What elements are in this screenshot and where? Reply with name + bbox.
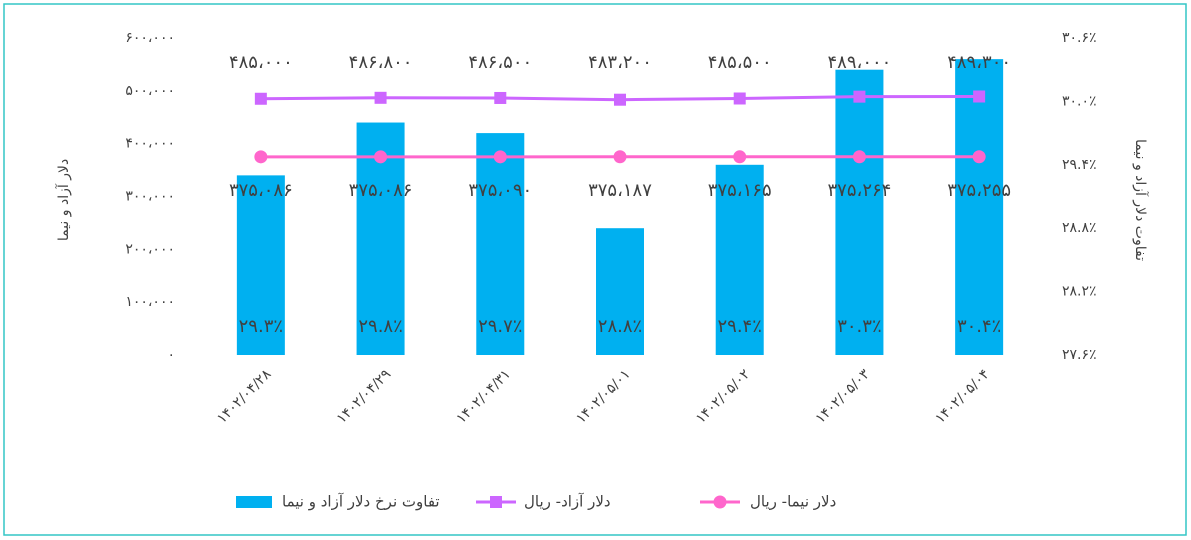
bar-value-label: ۲۹.۴٪	[718, 316, 762, 337]
y-tick-label: ۶۰۰،۰۰۰	[125, 30, 175, 46]
y-tick-label: ۱۰۰،۰۰۰	[125, 294, 175, 310]
y-tick-label: ۲۰۰،۰۰۰	[125, 241, 175, 257]
y-axis-title: دلار آزاد و نیما	[55, 159, 72, 241]
marker	[254, 92, 267, 105]
y2-tick-label: ۳۰.۰٪	[1062, 93, 1097, 109]
bar-value-label: ۲۹.۷٪	[478, 316, 522, 337]
legend-swatch	[490, 496, 502, 508]
y2-tick-label: ۲۸.۲٪	[1062, 284, 1097, 300]
y-tick-label: ۵۰۰،۰۰۰	[125, 83, 175, 99]
line-value-label: ۴۸۶،۵۰۰	[468, 52, 532, 73]
bar-value-label: ۲۹.۳٪	[239, 316, 283, 337]
marker	[614, 93, 626, 106]
legend-label: تفاوت نرخ دلار آزاد و نیما	[282, 493, 440, 511]
line-value-label: ۳۷۵،۰۸۶	[349, 180, 413, 201]
bar-value-label: ۳۰.۳٪	[837, 316, 881, 337]
bar	[596, 228, 644, 355]
line-value-label: ۴۸۹،۰۰۰	[828, 52, 892, 73]
y2-tick-label: ۲۸.۸٪	[1062, 220, 1097, 236]
chart-border	[3, 3, 1187, 536]
bar	[835, 69, 884, 355]
y2-tick-label: ۳۰.۶٪	[1062, 30, 1097, 46]
bar	[476, 133, 525, 355]
line-value-label: ۳۷۵،۰۹۰	[468, 180, 532, 201]
marker	[733, 92, 746, 105]
marker	[254, 150, 268, 164]
bar	[236, 175, 285, 355]
marker	[853, 90, 866, 103]
line-value-label: ۴۸۵،۵۰۰	[708, 52, 772, 73]
marker	[973, 90, 986, 103]
marker	[852, 150, 866, 164]
line-value-label: ۳۷۵،۱۸۷	[588, 180, 652, 201]
marker	[733, 150, 747, 164]
marker	[613, 150, 627, 164]
y-tick-label: ۰	[167, 347, 175, 363]
bar-value-label: ۳۰.۴٪	[957, 316, 1001, 337]
marker	[493, 150, 507, 164]
bar	[715, 164, 764, 355]
line-value-label: ۴۸۵،۰۰۰	[229, 52, 293, 73]
y2-tick-label: ۲۹.۴٪	[1062, 157, 1097, 173]
bar	[955, 59, 1004, 356]
legend-label: دلار آزاد- ریال	[524, 493, 611, 511]
line-value-label: ۴۸۹،۳۰۰	[947, 52, 1011, 73]
marker	[972, 150, 986, 164]
marker	[374, 150, 388, 164]
y-tick-label: ۴۰۰،۰۰۰	[125, 136, 175, 152]
bar-value-label: ۲۹.۸٪	[358, 316, 402, 337]
line-value-label: ۳۷۵،۰۸۶	[229, 180, 293, 201]
line-value-label: ۴۸۶،۸۰۰	[349, 52, 413, 73]
bar-value-label: ۲۸.۸٪	[598, 316, 642, 337]
line-value-label: ۴۸۳،۲۰۰	[588, 52, 652, 73]
marker	[494, 91, 507, 104]
y-tick-label: ۳۰۰،۰۰۰	[125, 189, 175, 205]
line-value-label: ۳۷۵،۱۶۵	[708, 180, 772, 201]
legend-label: دلار نیما- ریال	[750, 493, 836, 511]
line-value-label: ۳۷۵،۲۵۵	[947, 180, 1011, 201]
legend-swatch	[713, 495, 727, 509]
legend-swatch	[236, 496, 272, 508]
line-value-label: ۳۷۵،۲۶۴	[828, 180, 892, 201]
marker	[374, 91, 387, 104]
y2-tick-label: ۲۷.۶٪	[1062, 347, 1097, 363]
y2-axis-title: تفاوت دلار آزاد و نیما	[1132, 139, 1149, 261]
